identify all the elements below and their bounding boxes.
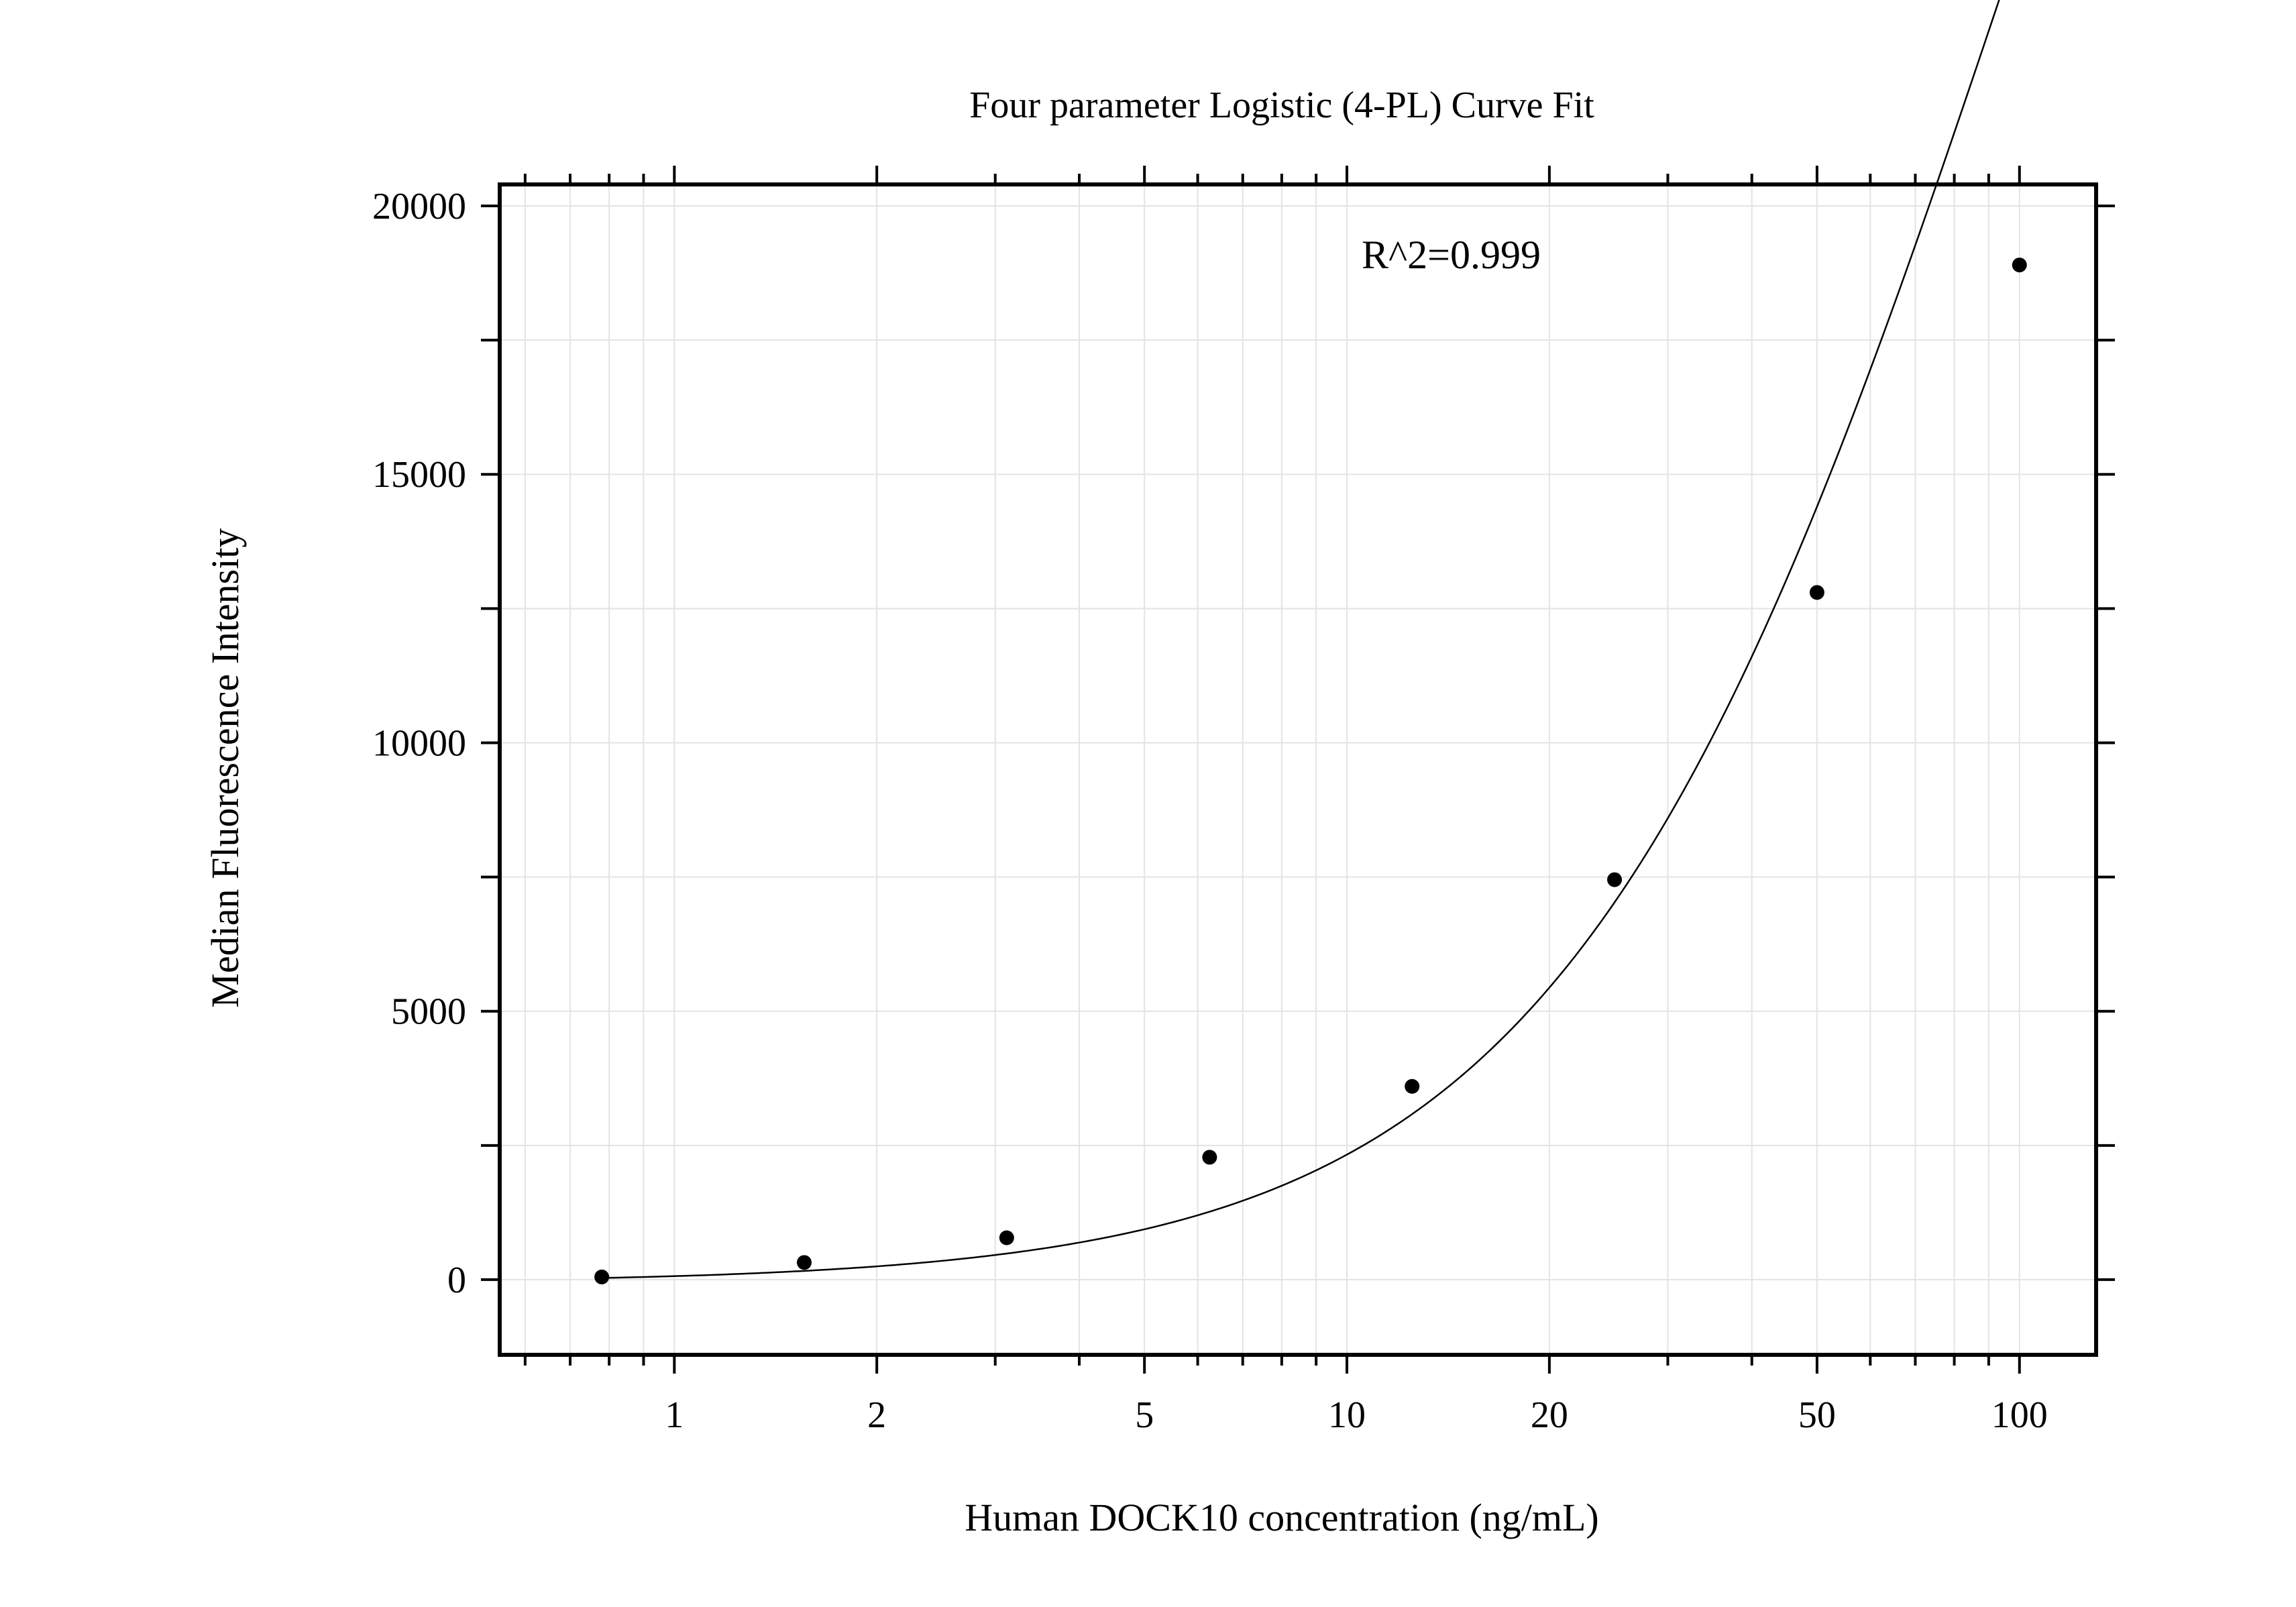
r-squared-annotation: R^2=0.999 [1362, 233, 1541, 277]
chart-title: Four parameter Logistic (4-PL) Curve Fit [969, 85, 1594, 126]
y-tick-label: 5000 [391, 991, 466, 1033]
y-tick-label: 0 [447, 1260, 466, 1301]
x-tick-label: 1 [665, 1394, 684, 1436]
x-tick-label: 20 [1531, 1394, 1568, 1436]
y-tick-label: 15000 [372, 454, 466, 496]
fit-curve [602, 0, 2000, 1279]
data-point [999, 1230, 1014, 1245]
x-tick-label: 2 [867, 1394, 886, 1436]
grid [500, 184, 2096, 1355]
x-tick-label: 5 [1135, 1394, 1154, 1436]
data-point [1202, 1150, 1217, 1165]
x-tick-label: 100 [1991, 1394, 2048, 1436]
x-axis-label: Human DOCK10 concentration (ng/mL) [965, 1496, 1599, 1539]
fit-curve-layer [602, 0, 2000, 1279]
x-tick-label: 10 [1328, 1394, 1366, 1436]
data-point [2012, 258, 2027, 273]
data-point [1405, 1078, 1420, 1094]
data-point [594, 1269, 610, 1284]
x-tick-label: 50 [1798, 1394, 1836, 1436]
data-point [1809, 585, 1824, 600]
y-tick-label: 10000 [372, 722, 466, 764]
data-point [1607, 872, 1623, 887]
y-axis-label: Median Fluorescence Intensity [203, 528, 247, 1007]
axes: 1 2 5 10 20 50 100 0 5000 10000 15000 20000 [372, 166, 2115, 1436]
data-points [594, 258, 2027, 1284]
plot-frame [498, 182, 2098, 1357]
y-tick-label: 20000 [372, 186, 466, 227]
data-point [796, 1255, 812, 1270]
